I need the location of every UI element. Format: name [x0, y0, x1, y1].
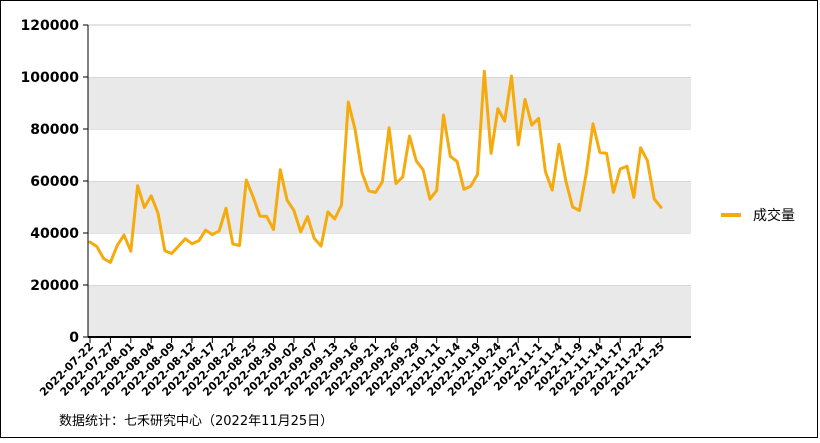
- y-tick-label: 60000: [30, 174, 79, 190]
- y-tick-label: 120000: [21, 18, 80, 34]
- grid-band: [88, 25, 691, 77]
- x-axis-ticks: 2022-07-222022-07-272022-08-012022-08-04…: [37, 337, 667, 399]
- source-note: 数据统计：七禾研究中心（2022年11月25日）: [59, 414, 333, 429]
- y-tick-label: 100000: [21, 70, 80, 86]
- grid-band: [88, 233, 691, 285]
- grid-band: [88, 77, 691, 129]
- y-tick-label: 20000: [30, 278, 79, 294]
- y-tick-label: 80000: [30, 122, 79, 138]
- grid-band: [88, 181, 691, 233]
- y-tick-label: 0: [69, 330, 79, 346]
- y-axis-ticks: 0 20000 40000 60000 80000 100000 120000: [21, 18, 88, 346]
- series-line-成交量: [88, 69, 663, 264]
- legend-label: 成交量: [753, 207, 795, 224]
- grid-bands: [88, 24, 691, 337]
- y-tick-label: 40000: [30, 226, 79, 242]
- grid-band: [88, 285, 691, 337]
- legend: 成交量: [721, 207, 795, 224]
